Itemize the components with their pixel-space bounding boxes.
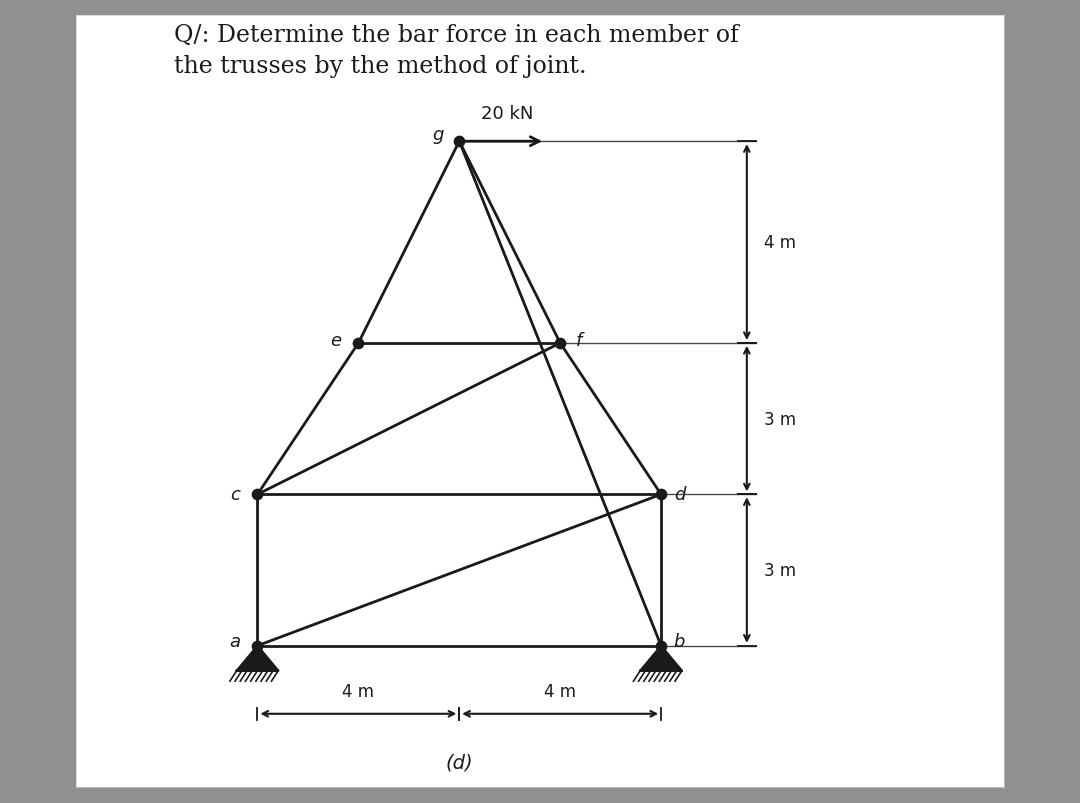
Point bbox=[248, 639, 266, 652]
Text: f: f bbox=[576, 332, 582, 350]
Text: Q/: Determine the bar force in each member of
the trusses by the method of joint: Q/: Determine the bar force in each memb… bbox=[174, 24, 739, 78]
Text: (d): (d) bbox=[445, 752, 473, 771]
Polygon shape bbox=[237, 646, 279, 671]
Point bbox=[652, 488, 670, 501]
Text: c: c bbox=[230, 486, 240, 503]
Point bbox=[552, 337, 569, 350]
Text: e: e bbox=[330, 332, 341, 350]
Text: b: b bbox=[673, 632, 685, 650]
Point bbox=[350, 337, 367, 350]
Text: 4 m: 4 m bbox=[342, 682, 375, 699]
Text: 4 m: 4 m bbox=[765, 234, 796, 252]
Point bbox=[652, 639, 670, 652]
Text: g: g bbox=[432, 125, 444, 144]
Text: 3 m: 3 m bbox=[765, 410, 797, 428]
Text: 4 m: 4 m bbox=[544, 682, 576, 699]
Text: 3 m: 3 m bbox=[765, 561, 797, 579]
Polygon shape bbox=[640, 646, 681, 671]
Text: d: d bbox=[675, 486, 686, 503]
Text: a: a bbox=[229, 632, 240, 650]
Text: 20 kN: 20 kN bbox=[481, 105, 534, 123]
Point bbox=[450, 136, 468, 149]
Point bbox=[248, 488, 266, 501]
